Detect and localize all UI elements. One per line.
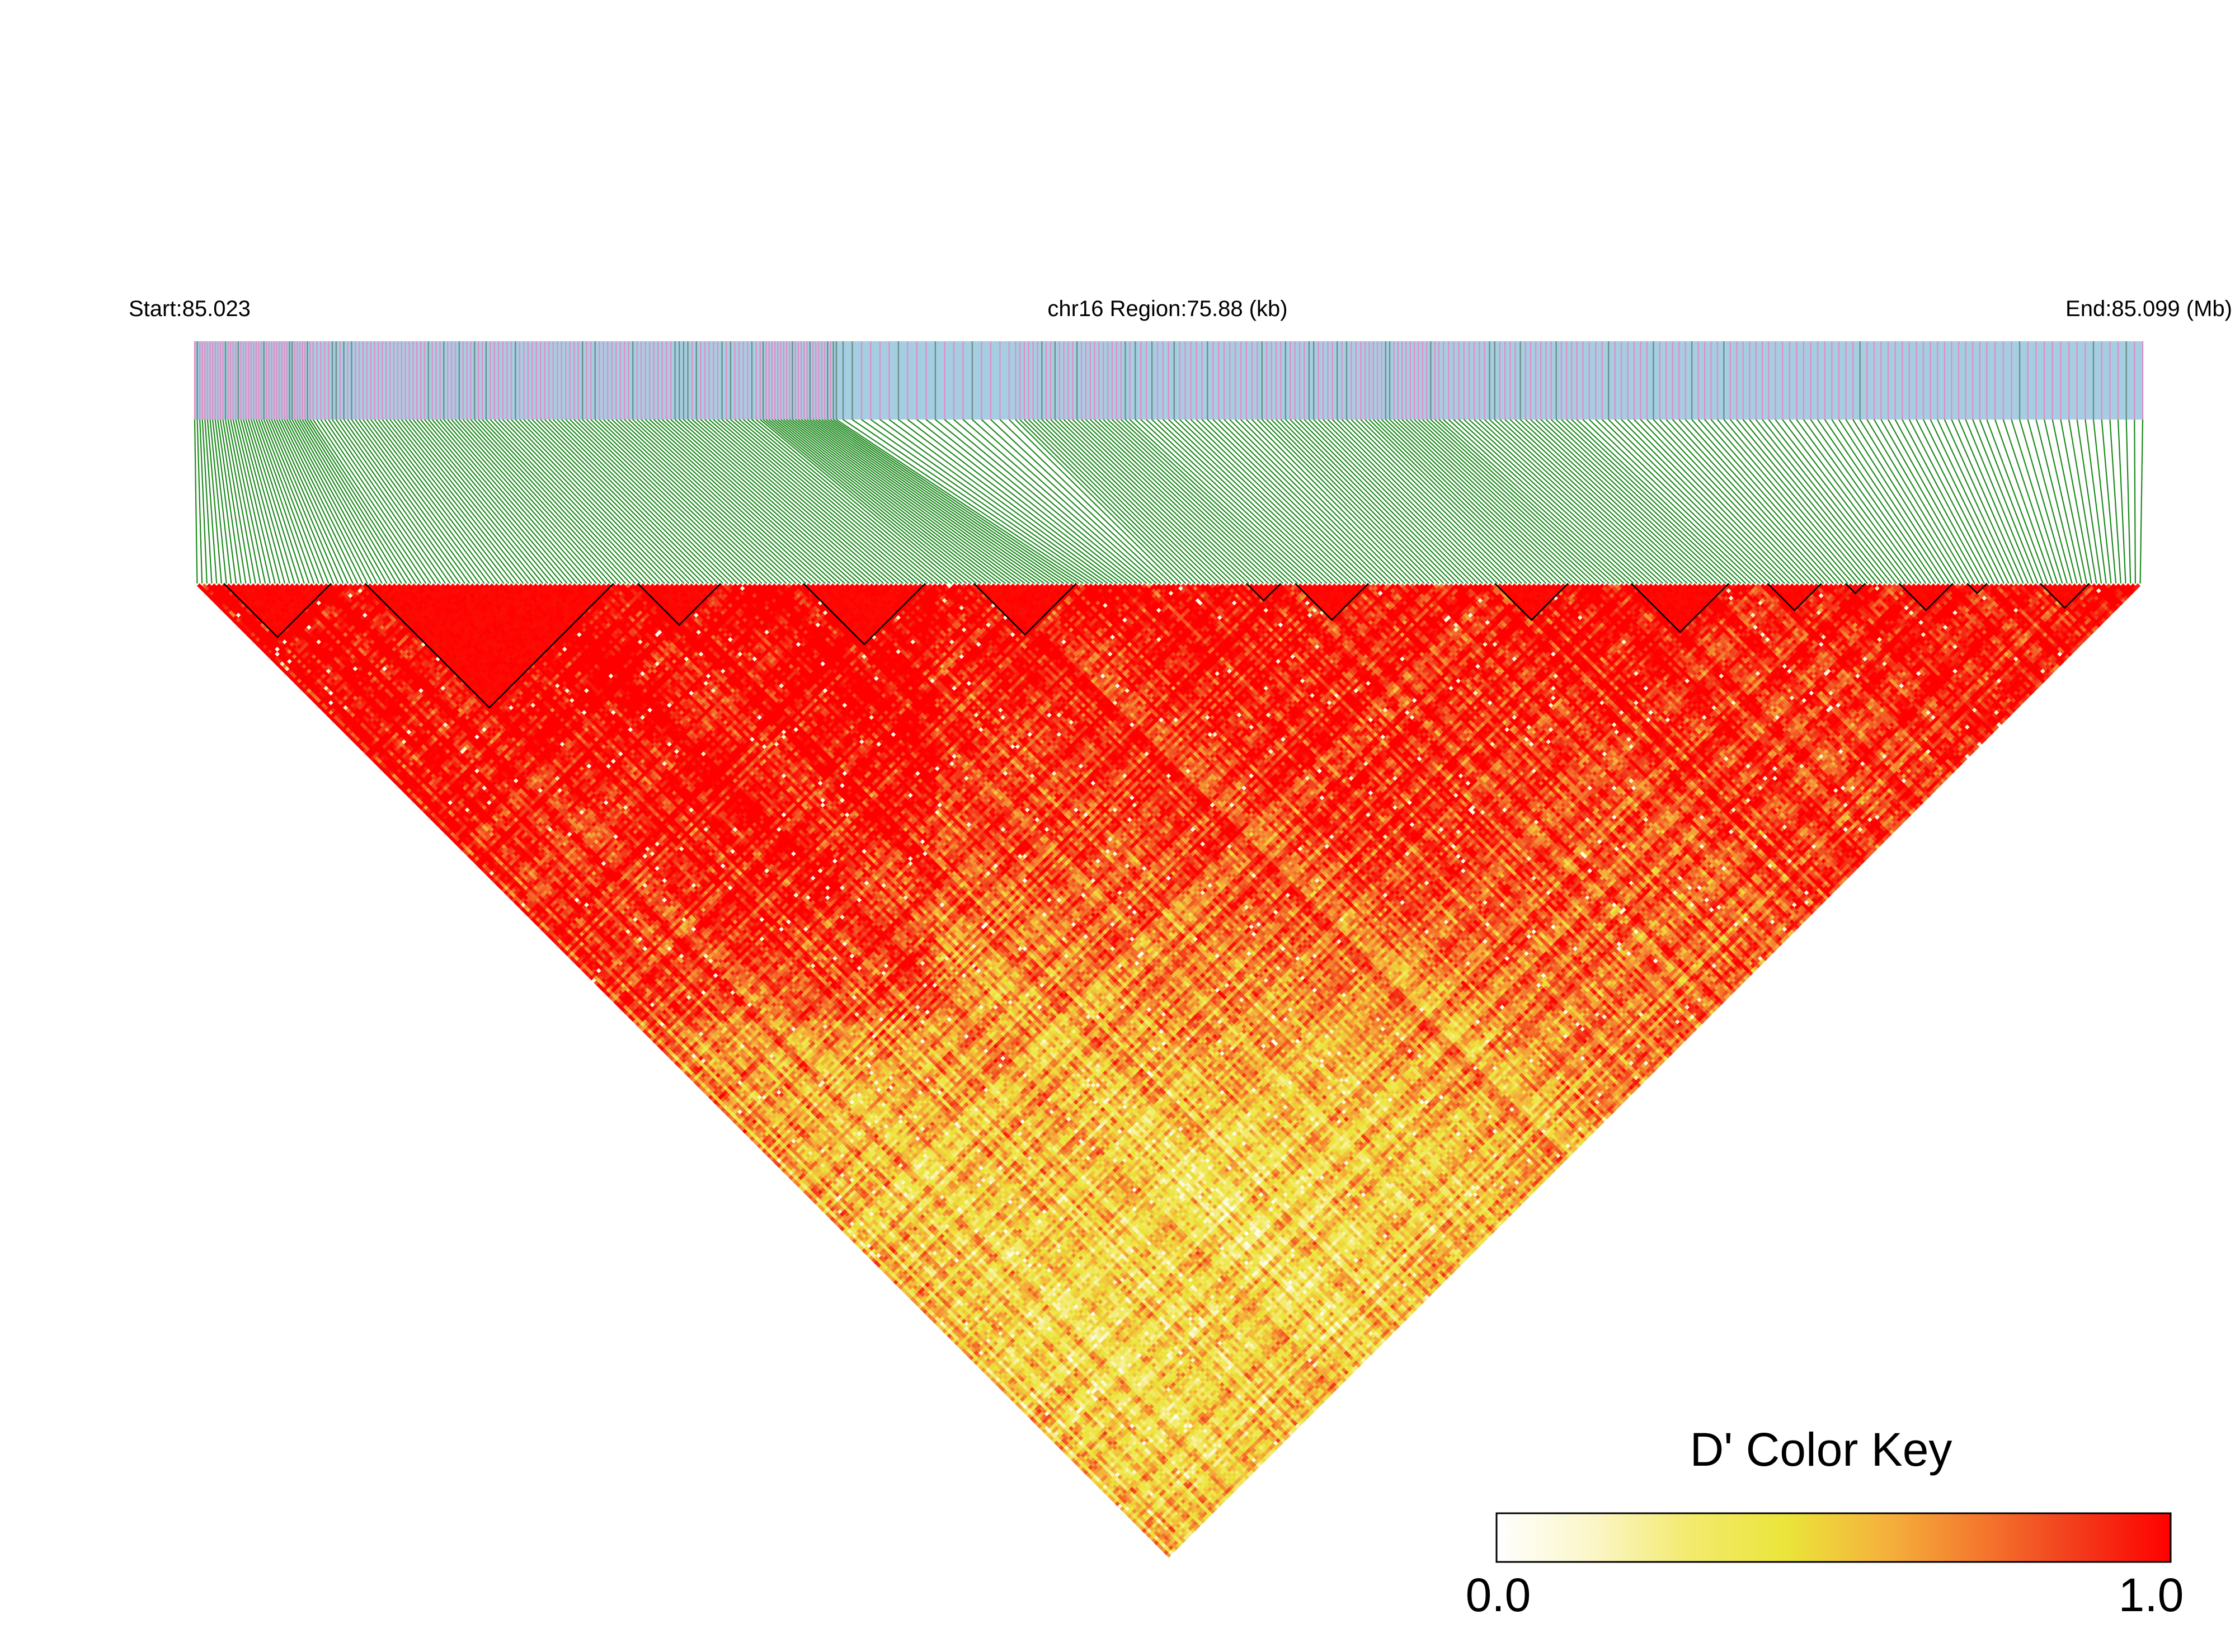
snp-connector-line: [1679, 420, 1828, 583]
snp-connector-line: [1500, 420, 1678, 583]
region-end-label: End:85.099 (Mb): [2065, 296, 2232, 321]
snp-connector-line: [1009, 420, 1176, 583]
snp-connector-line: [282, 420, 363, 583]
region-header: Start:85.023 chr16 Region:75.88 (kb) End…: [129, 296, 2232, 321]
region-center-label: chr16 Region:75.88 (kb): [1047, 296, 1287, 321]
snp-connector-line: [1951, 420, 2023, 583]
snp-connector-line: [1923, 420, 2004, 583]
snp-connector-line: [302, 420, 402, 583]
snp-connector-line: [1743, 420, 1878, 583]
snp-connector-line: [432, 420, 572, 583]
snp-connector-line: [1790, 420, 1912, 583]
snp-connector-line: [1615, 420, 1780, 583]
snp-connector-line: [269, 420, 338, 583]
snp-connector-line: [813, 420, 1044, 583]
snp-connector-line: [1973, 420, 2038, 583]
region-start-label: Start:85.023: [129, 296, 251, 321]
snp-connector-line: [394, 420, 524, 583]
snp-connector-line: [1737, 420, 1872, 583]
snp-connector-line: [1867, 420, 1965, 583]
snp-connector-line: [451, 420, 596, 583]
snp-connector-line: [1660, 420, 1814, 583]
snp-position-track: [195, 341, 2143, 420]
snp-connector-line: [1839, 420, 1946, 583]
snp-connector-line: [2053, 420, 2087, 583]
snp-connector-line: [1888, 420, 1979, 583]
ld-heatmap: [197, 583, 2140, 1558]
snp-connector-line: [1218, 420, 1385, 583]
snp-connector-line: [2069, 420, 2096, 583]
snp-connector-line: [1776, 420, 1902, 583]
snp-connector-line: [792, 420, 1010, 583]
snp-connector-line: [2126, 420, 2131, 583]
snp-connector-line: [2036, 420, 2077, 583]
snp-connector-line: [2140, 420, 2143, 583]
snp-connector-line: [1541, 420, 1716, 583]
snp-connector-lines: [195, 420, 2143, 583]
snp-connector-line: [775, 420, 981, 583]
snp-connector-line: [2134, 420, 2135, 583]
snp-connector-line: [223, 420, 251, 583]
snp-connector-line: [195, 420, 197, 583]
snp-connector-line: [1505, 420, 1682, 583]
snp-connector-line: [253, 420, 309, 583]
snp-connector-line: [2011, 420, 2062, 583]
snp-connector-line: [1881, 420, 1974, 583]
snp-connector-line: [2077, 420, 2101, 583]
snp-connector-line: [1666, 420, 1819, 583]
snp-connector-line: [1832, 420, 1940, 583]
snp-connector-line: [218, 420, 241, 583]
snp-connector-line: [1653, 420, 1809, 583]
snp-connector-line: [1818, 420, 1931, 583]
snp-connector-line: [1510, 420, 1687, 583]
snp-connector-line: [348, 420, 465, 583]
